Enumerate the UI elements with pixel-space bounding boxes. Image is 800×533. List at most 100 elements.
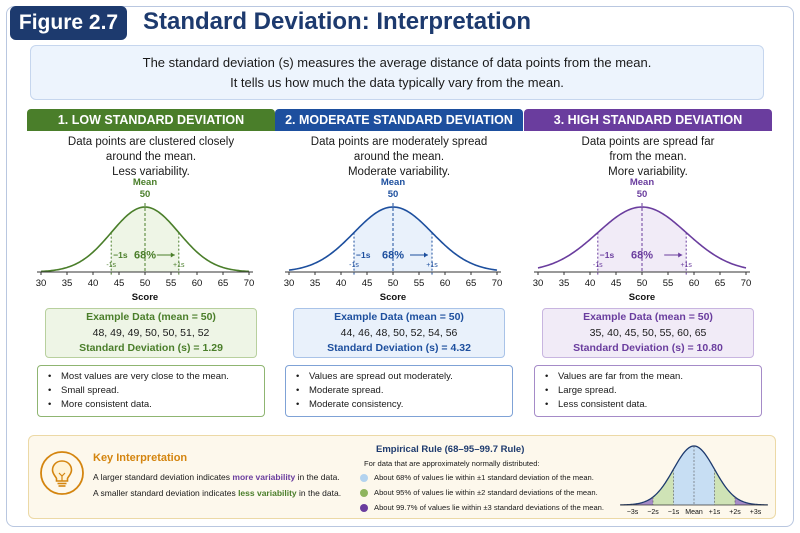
panel-title: 3. HIGH STANDARD DEVIATION	[524, 109, 772, 131]
x-tick-label: +1s	[709, 509, 721, 516]
desc-line: More variability.	[608, 166, 688, 178]
x-tick-label: 65	[466, 278, 477, 289]
x-tick-label: 50	[637, 278, 648, 289]
x-tick-label: 55	[663, 278, 674, 289]
list-item: Moderate consistency.	[296, 398, 504, 412]
item-text: About 99.7% of values lie within ±3 stan…	[374, 503, 605, 512]
percent-label: 68%	[382, 250, 404, 262]
minus-1s-tick-label: -1s	[593, 262, 603, 269]
panel-description: Data points are clustered closely around…	[27, 135, 275, 182]
text: A larger standard deviation indicates	[93, 472, 233, 482]
key-interpretation-line-2: A smaller standard deviation indicates l…	[93, 488, 341, 498]
x-tick-label: 70	[244, 278, 255, 289]
x-tick-label: −2s	[647, 509, 659, 516]
example-values: 48, 49, 49, 50, 50, 51, 52	[92, 326, 210, 339]
x-tick-label: 65	[218, 278, 229, 289]
figure-badge: Figure 2.7	[10, 6, 127, 40]
example-data-box: Example Data (mean = 50) 48, 49, 49, 50,…	[45, 308, 257, 358]
x-tick-label: 55	[414, 278, 425, 289]
mean-label: Mean	[630, 177, 654, 188]
list-item: Large spread.	[545, 384, 753, 398]
legend-dot	[360, 503, 368, 512]
panel-description: Data points are spread far from the mean…	[524, 135, 772, 182]
mean-label: Mean	[133, 177, 157, 188]
panel-high-sd: 3. HIGH STANDARD DEVIATION Data points a…	[524, 109, 772, 419]
minus-1s-arrow-label: −1s	[113, 250, 128, 260]
empirical-rule-chart: −3s −2s −1s Mean +1s +2s +3s	[620, 445, 768, 516]
x-tick-label: +3s	[750, 509, 762, 516]
desc-line: Data points are moderately spread	[310, 136, 488, 148]
bullet-list: Most values are very close to the mean. …	[37, 365, 265, 417]
desc-line: Data points are clustered closely	[67, 136, 235, 148]
empirical-rule-subtitle: For data that are approximately normally…	[364, 459, 540, 468]
percent-label: 68%	[631, 250, 653, 262]
empirical-item-68: About 68% of values lie within ±1 standa…	[360, 473, 594, 482]
minus-1s-tick-label: -1s	[106, 262, 116, 269]
x-tick-label: 45	[362, 278, 373, 289]
x-tick-label: 45	[611, 278, 622, 289]
bullet-list: Values are far from the mean. Large spre…	[534, 365, 762, 417]
x-tick-label: 40	[336, 278, 347, 289]
key-interpretation-line-1: A larger standard deviation indicates mo…	[93, 472, 340, 482]
plus-arrow-head	[170, 252, 175, 258]
panel-title: 2. MODERATE STANDARD DEVIATION	[275, 109, 523, 131]
plus-1s-tick-label: +1s	[426, 262, 438, 269]
text: in the data.	[296, 488, 342, 498]
text: A smaller standard deviation indicates	[93, 488, 239, 498]
x-tick-label: 50	[140, 278, 151, 289]
x-tick-label: 45	[114, 278, 125, 289]
emphasis-less: less variability	[238, 488, 297, 498]
plus-1s-tick-label: +1s	[680, 262, 692, 269]
x-tick-label: −3s	[627, 509, 639, 516]
x-tick-label: 35	[310, 278, 321, 289]
x-tick-label: 60	[440, 278, 451, 289]
x-tick-label: 35	[62, 278, 73, 289]
sd-value: Standard Deviation (s) = 1.29	[79, 342, 223, 354]
list-item: Less consistent data.	[545, 398, 753, 412]
desc-line: around the mean.	[353, 151, 445, 163]
mean-value-label: 50	[637, 189, 648, 200]
x-tick-label: 30	[284, 278, 295, 289]
x-tick-label: 60	[689, 278, 700, 289]
x-axis-label: Score	[629, 292, 655, 303]
x-tick-label: 70	[741, 278, 752, 289]
x-tick-label: +2s	[729, 509, 741, 516]
legend-dot	[360, 488, 368, 497]
intro-line-1: The standard deviation (s) measures the …	[142, 54, 652, 70]
plus-arrow-head	[678, 252, 683, 258]
example-title: Example Data (mean = 50)	[86, 311, 216, 323]
empirical-rule-title: Empirical Rule (68–95–99.7 Rule)	[376, 444, 525, 455]
page-title: Standard Deviation: Interpretation	[143, 8, 532, 35]
example-title: Example Data (mean = 50)	[334, 311, 464, 323]
figure-frame	[6, 6, 794, 527]
mean-value-label: 50	[140, 189, 151, 200]
empirical-item-95: About 95% of values lie within ±2 standa…	[360, 488, 598, 497]
mean-value-label: 50	[388, 189, 399, 200]
x-tick-label: 35	[559, 278, 570, 289]
example-data-box: Example Data (mean = 50) 35, 40, 45, 50,…	[542, 308, 754, 358]
example-title: Example Data (mean = 50)	[583, 311, 713, 323]
x-tick-label: −1s	[668, 509, 680, 516]
intro-line-2: It tells us how much the data typically …	[230, 74, 564, 90]
desc-line: around the mean.	[105, 151, 197, 163]
mean-label: Mean	[381, 177, 405, 188]
text: in the data.	[295, 472, 340, 482]
plus-arrow-head	[424, 252, 428, 258]
empirical-item-997: About 99.7% of values lie within ±3 stan…	[360, 503, 604, 512]
intro-box: The standard deviation (s) measures the …	[30, 45, 764, 100]
desc-line: Less variability.	[112, 166, 190, 178]
lightbulb-icon	[40, 451, 84, 495]
minus-1s-arrow-label: −1s	[600, 250, 615, 260]
item-text: About 95% of values lie within ±2 standa…	[374, 488, 598, 497]
minus-1s-tick-label: -1s	[349, 262, 359, 269]
bottom-section: Key Interpretation A larger standard dev…	[28, 435, 776, 519]
x-tick-label: 50	[388, 278, 399, 289]
normal-curve-line	[537, 206, 747, 269]
x-tick-label: 30	[533, 278, 544, 289]
legend-dot	[360, 473, 368, 482]
x-tick-label: 40	[585, 278, 596, 289]
key-interpretation-title: Key Interpretation	[93, 452, 188, 464]
